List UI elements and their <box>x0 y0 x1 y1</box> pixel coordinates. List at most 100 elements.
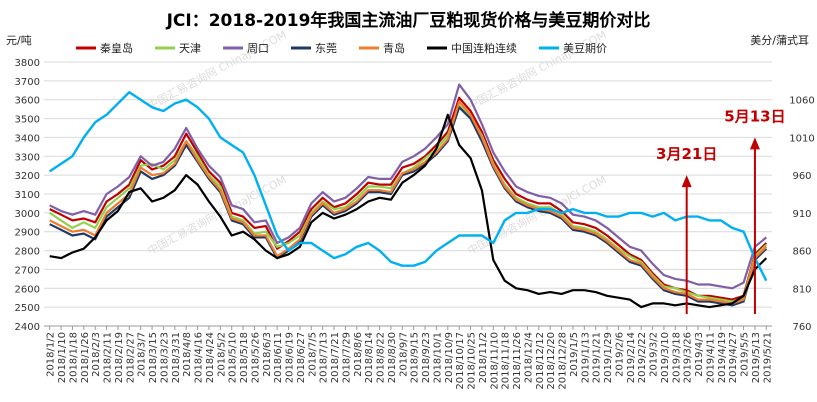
x-tick-label: 2018/11/26 <box>512 332 523 390</box>
left-axis-unit: 元/吨 <box>6 34 32 47</box>
x-tick-label: 2018/10/1 <box>432 332 443 383</box>
annotation-label: 5月13日 <box>724 107 785 125</box>
x-tick-label: 2018/12/28 <box>558 332 569 390</box>
legend-label: 美豆期价 <box>563 42 607 55</box>
x-tick-label: 2019/4/19 <box>717 332 728 383</box>
series-line-青岛 <box>49 100 768 305</box>
x-tick-label: 2018/5/26 <box>250 332 261 383</box>
x-tick-label: 2018/10/9 <box>444 332 455 383</box>
x-tick-label: 2018/5/18 <box>239 332 250 383</box>
legend-label: 秦皇岛 <box>100 41 133 55</box>
chart-title: JCI：2018-2019年我国主流油厂豆粕现货价格与美豆期价对比 <box>166 11 651 31</box>
x-tick-label: 2018/2/19 <box>114 332 125 383</box>
y-tick-label-right: 910 <box>792 209 811 220</box>
y-tick-label-left: 3100 <box>15 190 40 201</box>
y-tick-label-left: 2500 <box>15 303 40 314</box>
x-tick-label: 2018/3/7 <box>137 332 148 377</box>
x-tick-label: 2018/11/10 <box>489 332 500 390</box>
series-line-周口 <box>49 83 767 290</box>
x-tick-label: 2018/9/15 <box>410 332 421 383</box>
x-tick-label: 2018/3/15 <box>148 332 159 383</box>
x-tick-label: 2019/1/13 <box>580 332 591 383</box>
x-tick-label: 2019/4/3 <box>694 332 705 377</box>
y-tick-label-left: 2700 <box>15 265 40 276</box>
x-tick-label: 2018/7/21 <box>330 332 341 383</box>
legend-label: 周口 <box>247 42 269 55</box>
y-tick-label-right: 1060 <box>789 96 814 107</box>
x-tick-label: 2019/3/10 <box>660 332 671 383</box>
x-tick-label: 2019/2/6 <box>614 332 625 377</box>
x-tick-label: 2018/1/10 <box>57 332 68 383</box>
x-tick-label: 2018/4/8 <box>182 332 193 377</box>
x-tick-label: 2019/1/21 <box>592 332 603 383</box>
x-tick-label: 2018/3/31 <box>171 332 182 383</box>
x-tick-label: 2018/10/17 <box>455 332 466 390</box>
x-tick-label: 2018/7/13 <box>319 332 330 383</box>
x-tick-label: 2019/3/18 <box>671 332 682 383</box>
x-tick-label: 2018/3/23 <box>159 332 170 383</box>
x-tick-label: 2019/5/5 <box>740 332 751 377</box>
x-tick-label: 2018/12/20 <box>546 332 557 390</box>
legend-label: 中国连粕连续 <box>451 41 517 55</box>
x-tick-label: 2018/2/3 <box>91 332 102 377</box>
x-tick-label: 2018/5/2 <box>216 332 227 377</box>
y-tick-label-right: 760 <box>792 322 811 333</box>
x-tick-label: 2018/8/6 <box>353 332 364 377</box>
y-tick-label-left: 2800 <box>15 247 40 258</box>
series-line-中国连粕连续 <box>49 113 768 309</box>
series-line-秦皇岛 <box>49 96 768 301</box>
y-tick-label-right: 960 <box>792 171 811 182</box>
x-tick-label: 2018/6/27 <box>296 332 307 383</box>
y-tick-label-left: 2900 <box>15 228 40 239</box>
y-tick-label-right: 810 <box>792 284 811 295</box>
x-tick-label: 2019/5/13 <box>751 332 762 383</box>
series-line-美豆期价 <box>49 90 768 282</box>
y-tick-label-left: 3800 <box>15 58 40 69</box>
x-tick-label: 2018/2/27 <box>125 332 136 383</box>
y-tick-label-left: 3000 <box>15 209 40 220</box>
right-axis-unit: 美分/蒲式耳 <box>750 34 809 47</box>
x-tick-label: 2019/5/21 <box>762 332 773 383</box>
x-tick-label: 2018/8/14 <box>364 332 375 383</box>
legend-label: 天津 <box>179 42 201 55</box>
x-tick-label: 2019/2/14 <box>626 332 637 383</box>
x-tick-label: 2018/11/18 <box>501 332 512 390</box>
x-tick-label: 2018/2/11 <box>103 332 114 383</box>
y-tick-label-left: 3200 <box>15 171 40 182</box>
y-tick-label-left: 3300 <box>15 152 40 163</box>
x-tick-label: 2018/7/29 <box>341 332 352 383</box>
y-tick-label-left: 2400 <box>15 322 40 333</box>
x-tick-label: 2018/12/12 <box>535 332 546 390</box>
y-tick-label-right: 860 <box>792 247 811 258</box>
x-tick-label: 2019/1/29 <box>603 332 614 383</box>
x-tick-label: 2018/6/3 <box>262 332 273 377</box>
legend-label: 东莞 <box>315 42 337 55</box>
x-tick-label: 2019/4/11 <box>705 332 716 383</box>
x-tick-label: 2018/9/7 <box>398 332 409 377</box>
x-tick-label: 2018/8/30 <box>387 332 398 383</box>
y-tick-label-left: 3400 <box>15 133 40 144</box>
x-tick-label: 2018/11/2 <box>478 332 489 383</box>
y-tick-label-left: 2600 <box>15 284 40 295</box>
annotation-arrowhead <box>681 175 692 188</box>
x-tick-label: 2019/2/22 <box>637 332 648 383</box>
x-tick-label: 2018/1/26 <box>80 332 91 383</box>
x-tick-label: 2018/6/19 <box>285 332 296 383</box>
x-tick-label: 2018/4/24 <box>205 332 216 383</box>
series-line-东莞 <box>49 106 768 307</box>
annotation-label: 3月21日 <box>656 145 717 163</box>
x-tick-label: 2019/4/27 <box>728 332 739 383</box>
x-tick-label: 2018/5/10 <box>228 332 239 383</box>
series-line-天津 <box>49 104 768 303</box>
y-tick-label-left: 3600 <box>15 96 40 107</box>
legend-label: 青岛 <box>383 41 405 55</box>
x-tick-label: 2018/7/5 <box>307 332 318 377</box>
x-tick-label: 2018/6/11 <box>273 332 284 383</box>
x-tick-label: 2018/1/18 <box>68 332 79 383</box>
x-tick-label: 2019/3/2 <box>649 332 660 377</box>
x-tick-label: 2018/4/16 <box>194 332 205 383</box>
annotation-arrowhead <box>749 137 760 150</box>
x-tick-label: 2018/9/23 <box>421 332 432 383</box>
